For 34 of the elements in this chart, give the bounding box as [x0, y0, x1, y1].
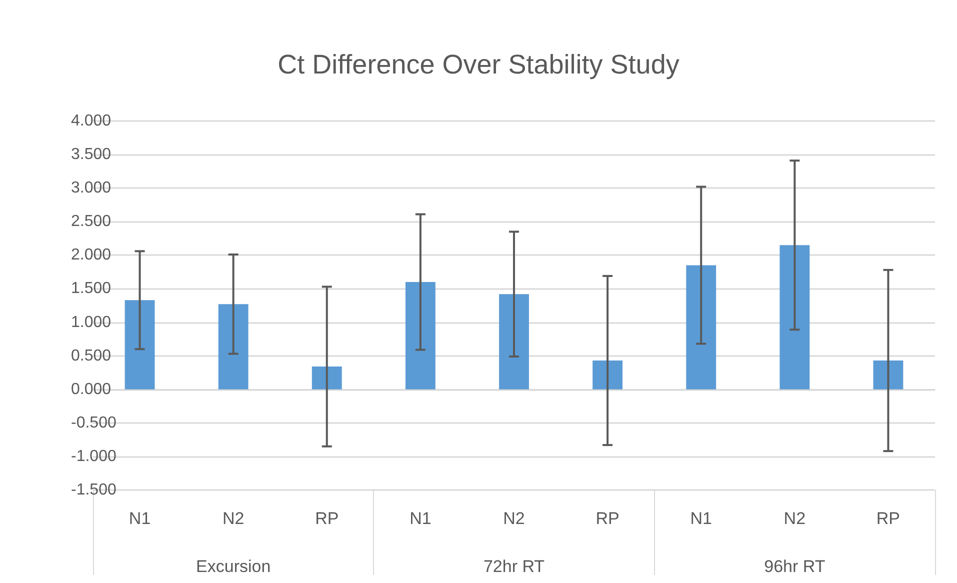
x-tick-label: N2 [503, 509, 525, 528]
bar [499, 294, 529, 390]
x-tick-label: RP [315, 509, 339, 528]
x-tick-label: N1 [690, 509, 712, 528]
y-tick-label: 0.000 [71, 380, 112, 398]
bar [873, 360, 904, 390]
x-tick-label: RP [876, 509, 900, 528]
y-tick-label: 1.000 [71, 314, 112, 331]
text: Excursion [196, 557, 271, 576]
x-tick-label: N2 [784, 509, 806, 528]
bar [218, 304, 248, 390]
y-tick-label: 0.500 [71, 347, 112, 364]
x-tick-label: N1 [410, 509, 432, 528]
bar [312, 366, 342, 390]
bar [780, 245, 810, 390]
y-tick-label: -1.500 [71, 482, 116, 498]
y-tick-label: 2.500 [71, 213, 112, 230]
y-tick-label: 2.000 [71, 246, 112, 264]
text: 72hr RT [483, 557, 545, 576]
bar [405, 282, 436, 390]
x-tick-label: N2 [222, 509, 244, 528]
y-tick-label: -1.000 [71, 448, 116, 465]
x-tick-label: RP [596, 509, 620, 528]
bar [124, 300, 155, 390]
y-tick-label: 3.500 [71, 146, 112, 164]
bar [592, 360, 623, 390]
bar [686, 265, 716, 390]
chart-title: Ct Difference Over Stability Study [278, 50, 680, 80]
y-tick-label: -0.500 [71, 414, 116, 432]
text: 96hr RT [764, 557, 826, 576]
x-tick-label: N1 [128, 509, 151, 528]
y-tick-label: 3.000 [71, 180, 112, 197]
y-tick-label: 4.000 [71, 112, 112, 130]
y-tick-label: 1.500 [71, 280, 112, 298]
